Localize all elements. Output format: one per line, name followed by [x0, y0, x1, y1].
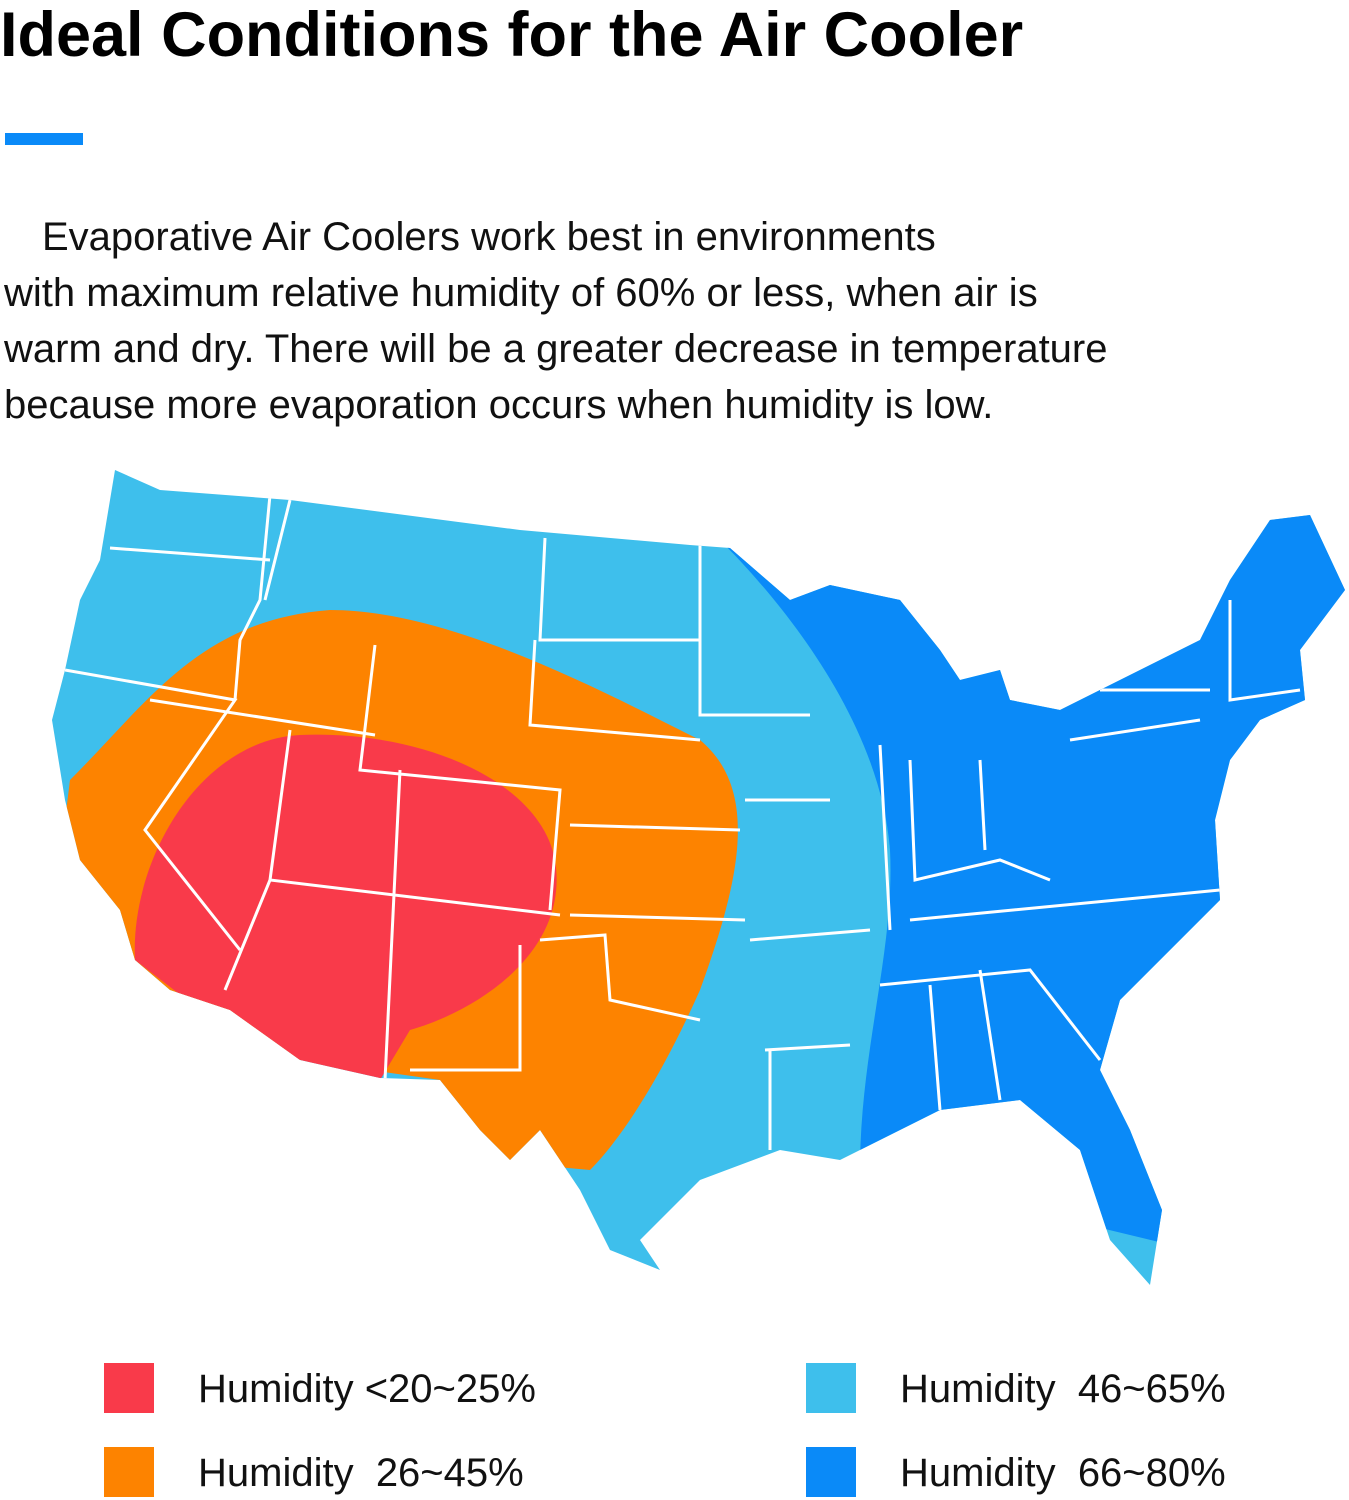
legend-label: Humidity 66~80% [900, 1451, 1226, 1495]
map [52, 470, 1345, 1285]
zone-20-25 [134, 734, 557, 1080]
paragraph: Evaporative Air Coolers work best in env… [3, 215, 1108, 427]
legend-label: Humidity 46~65% [900, 1367, 1226, 1411]
legend-label: Humidity 26~45% [198, 1451, 524, 1495]
state-borders [64, 494, 1301, 1150]
legend: Humidity <20~25% Humidity 26~45% Humidity … [104, 1363, 1226, 1497]
paragraph-line: with maximum relative humidity of 60% or… [3, 271, 1038, 315]
legend-swatch [104, 1363, 154, 1413]
paragraph-line: warm and dry. There will be a greater de… [3, 327, 1108, 371]
legend-swatch [806, 1363, 856, 1413]
paragraph-line: because more evaporation occurs when hum… [4, 383, 993, 427]
legend-swatch [806, 1447, 856, 1497]
legend-swatch [104, 1447, 154, 1497]
title: Ideal Conditions for the Air Cooler [0, 0, 1023, 70]
accent-bar [5, 133, 83, 145]
legend-label: Humidity <20~25% [198, 1367, 536, 1411]
paragraph-line: Evaporative Air Coolers work best in env… [42, 215, 936, 259]
